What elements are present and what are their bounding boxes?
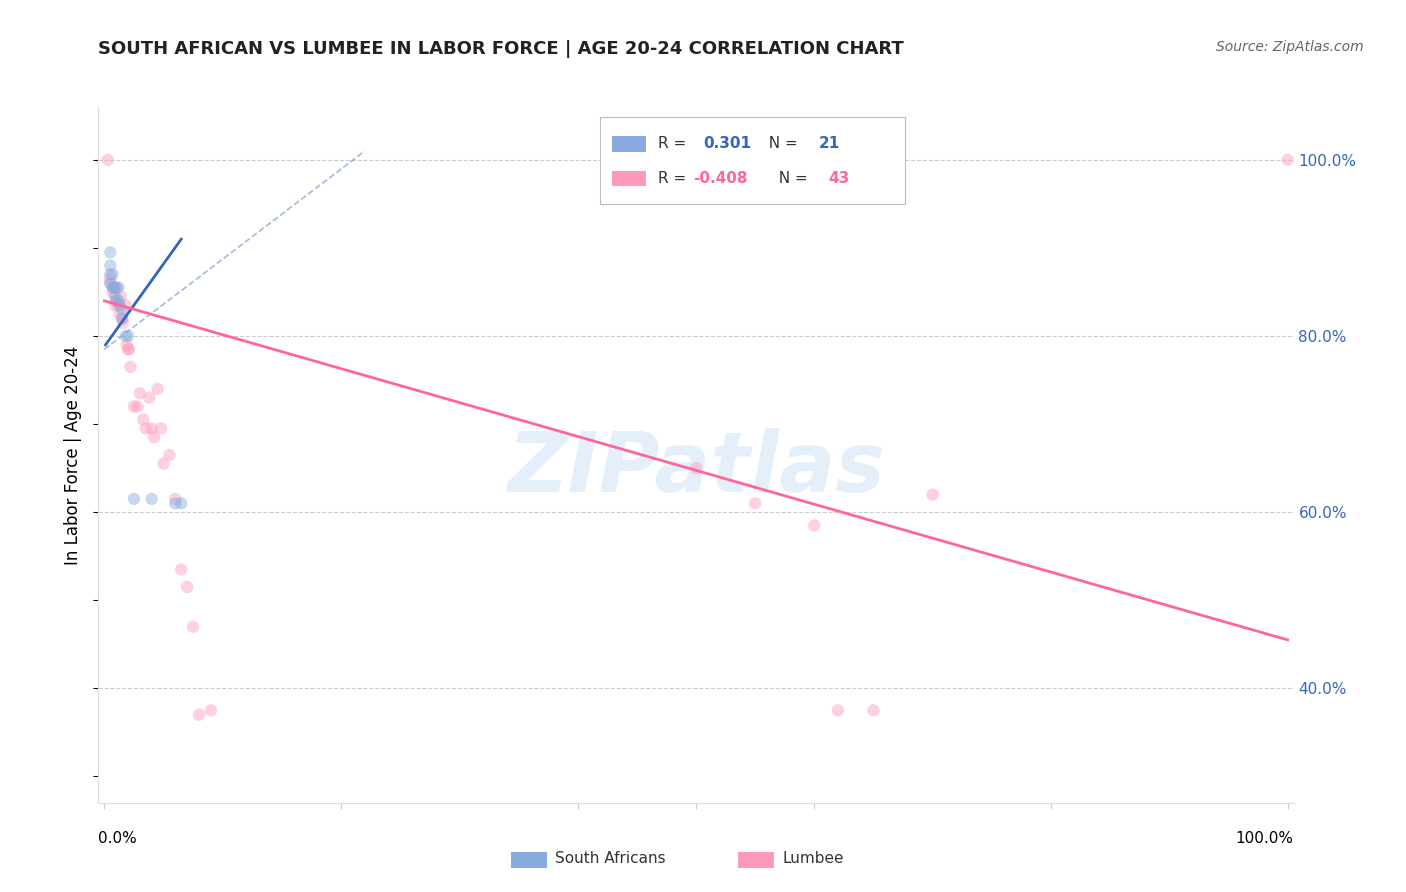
Point [101,268,124,282]
Point [143,430,166,444]
Text: 0.0%: 0.0% [98,830,138,846]
Point [111,311,134,326]
Point [98,245,121,260]
Point [107,298,129,312]
Text: 43: 43 [828,171,849,186]
Text: 0.301: 0.301 [703,136,751,152]
Point [111,302,134,317]
Point [104,298,127,312]
FancyBboxPatch shape [738,852,773,868]
Point [127,400,149,414]
Point [98,276,121,290]
Point [108,307,131,321]
Point [103,280,125,294]
Text: -0.408: -0.408 [693,171,748,186]
Point [165,491,187,506]
Point [685,461,707,475]
Point [138,391,160,405]
Text: ZIPatlas: ZIPatlas [508,428,884,509]
Point [112,316,135,330]
Point [117,329,139,343]
Text: South Africans: South Africans [555,851,665,866]
Point [98,276,121,290]
Point [117,343,139,357]
Text: R =: R = [658,171,690,186]
Point [105,280,128,294]
Point [141,491,163,506]
Point [110,289,132,303]
Point [103,280,125,294]
Point [105,293,128,308]
FancyBboxPatch shape [613,136,645,152]
Point [181,620,204,634]
Point [827,703,849,717]
Point [105,293,128,308]
Point [105,280,128,294]
Point [176,580,198,594]
Point [111,311,134,326]
Y-axis label: In Labor Force | Age 20-24: In Labor Force | Age 20-24 [65,345,83,565]
Point [98,272,121,286]
FancyBboxPatch shape [510,852,547,868]
Text: Lumbee: Lumbee [782,851,844,866]
Point [101,280,124,294]
Point [200,703,222,717]
Point [165,496,187,510]
Point [120,359,142,374]
Point [98,259,121,273]
Text: N =: N = [759,136,803,152]
Text: 21: 21 [820,136,841,152]
Point [132,413,155,427]
Point [122,491,145,506]
Point [188,707,211,722]
Text: Source: ZipAtlas.com: Source: ZipAtlas.com [1216,40,1364,54]
Point [146,382,169,396]
Point [122,400,145,414]
Text: N =: N = [769,171,813,186]
Text: SOUTH AFRICAN VS LUMBEE IN LABOR FORCE | AGE 20-24 CORRELATION CHART: SOUTH AFRICAN VS LUMBEE IN LABOR FORCE |… [98,40,904,58]
Point [114,298,136,312]
Point [114,329,136,343]
FancyBboxPatch shape [600,118,905,204]
Point [921,487,943,501]
Point [97,153,120,167]
Point [803,518,825,533]
Point [107,280,129,294]
Text: 100.0%: 100.0% [1236,830,1294,846]
Point [1277,153,1299,167]
Point [98,268,121,282]
Point [108,298,131,312]
Point [862,703,884,717]
Point [128,386,150,401]
Point [170,562,193,576]
Point [150,421,173,435]
Point [135,421,157,435]
Point [107,293,129,308]
Point [152,457,174,471]
Text: R =: R = [658,136,696,152]
Point [104,289,127,303]
Point [115,338,138,352]
Point [101,285,124,299]
Point [157,448,180,462]
Point [744,496,766,510]
Point [118,343,141,357]
Point [141,421,163,435]
FancyBboxPatch shape [613,171,645,186]
Point [170,496,193,510]
